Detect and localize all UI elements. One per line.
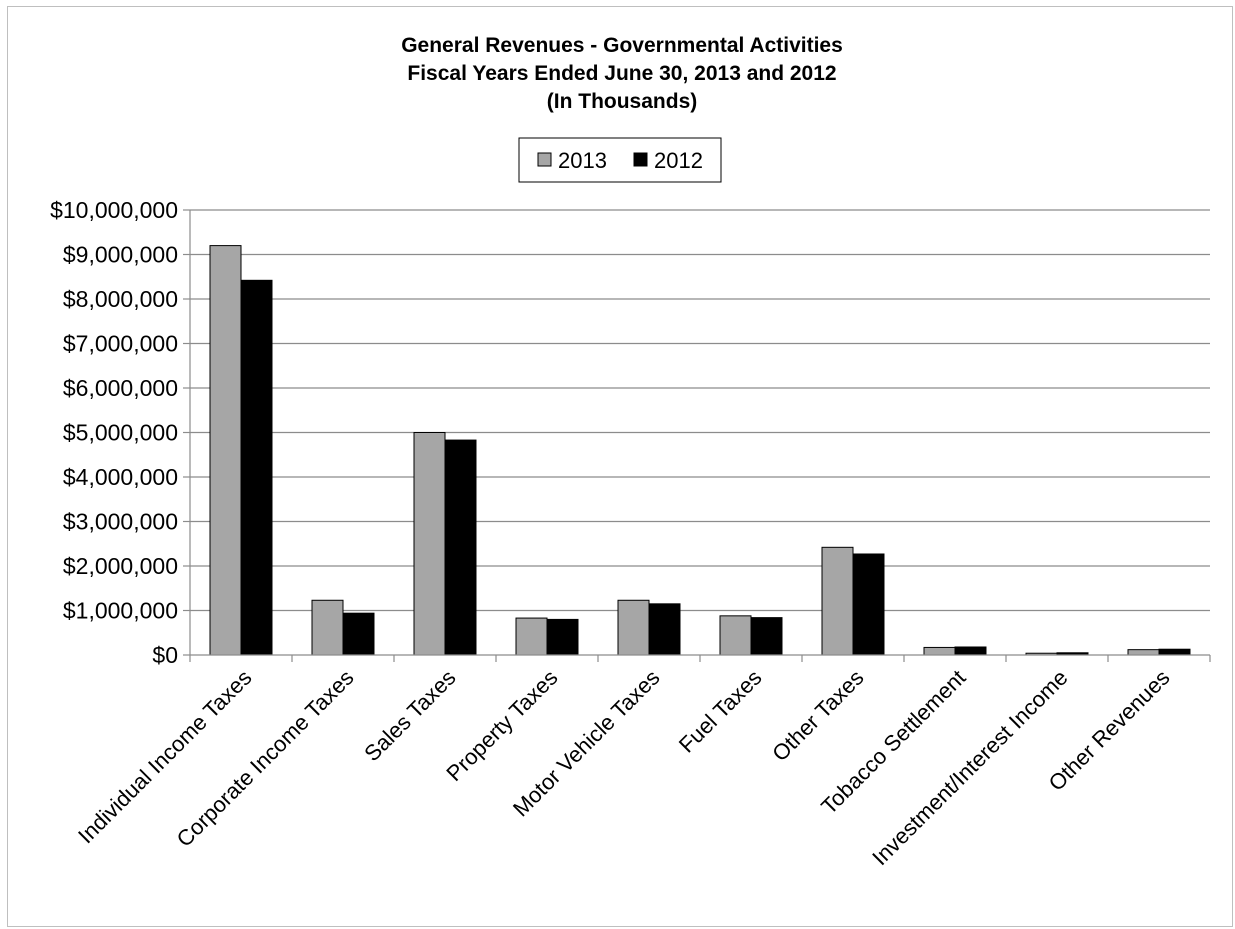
legend-swatch-2013 bbox=[537, 152, 552, 167]
chart-title-line-3: (In Thousands) bbox=[547, 90, 698, 113]
y-tick-label: $2,000,000 bbox=[63, 553, 178, 579]
bar-2013-2 bbox=[413, 432, 446, 656]
y-tick-label: $1,000,000 bbox=[63, 598, 178, 624]
bar-2013-5 bbox=[719, 615, 752, 656]
bar-2013-0 bbox=[209, 245, 242, 656]
y-tick-label: $0 bbox=[152, 642, 178, 668]
y-tick-label: $7,000,000 bbox=[63, 331, 178, 357]
bar-2012-6 bbox=[852, 553, 885, 656]
legend-label-2013: 2013 bbox=[558, 148, 607, 173]
y-tick-label: $9,000,000 bbox=[63, 242, 178, 268]
y-tick-label: $5,000,000 bbox=[63, 420, 178, 446]
chart-title-line-2: Fiscal Years Ended June 30, 2013 and 201… bbox=[407, 62, 836, 85]
bar-2013-6 bbox=[821, 546, 854, 656]
bar-2012-7 bbox=[954, 646, 987, 656]
bar-2013-9 bbox=[1127, 649, 1160, 656]
chart-title-line-1: General Revenues - Governmental Activiti… bbox=[401, 34, 843, 57]
bar-2012-1 bbox=[342, 612, 375, 656]
bar-2012-3 bbox=[546, 618, 579, 656]
y-tick-label: $3,000,000 bbox=[63, 509, 178, 535]
bar-2012-2 bbox=[444, 439, 477, 656]
legend-label-2012: 2012 bbox=[654, 148, 703, 173]
bar-2012-4 bbox=[648, 603, 681, 656]
x-category-label: Individual Income Taxes bbox=[73, 665, 256, 848]
bar-2013-3 bbox=[515, 617, 548, 656]
bar-2013-1 bbox=[311, 599, 344, 656]
y-tick-label: $4,000,000 bbox=[63, 464, 178, 490]
bar-2012-9 bbox=[1158, 648, 1191, 656]
x-category-label: Fuel Taxes bbox=[674, 665, 767, 758]
bar-2012-5 bbox=[750, 617, 783, 656]
bars bbox=[209, 245, 1191, 656]
legend-swatch-2012 bbox=[633, 152, 648, 167]
y-axis-tick-labels: $0 $1,000,000 $2,000,000 $3,000,000 $4,000,0… bbox=[50, 197, 178, 668]
legend: 2013 2012 bbox=[518, 137, 722, 183]
x-category-label: Other Taxes bbox=[767, 665, 868, 766]
bar-2012-0 bbox=[240, 279, 273, 656]
chart-title: General Revenues - Governmental Activiti… bbox=[401, 34, 843, 113]
y-tick-label: $10,000,000 bbox=[50, 197, 178, 223]
x-category-label: Sales Taxes bbox=[359, 665, 460, 766]
bar-2013-7 bbox=[923, 646, 956, 656]
x-category-label: Investment/Interest Income bbox=[867, 665, 1072, 870]
y-tick-label: $6,000,000 bbox=[63, 375, 178, 401]
gridlines bbox=[190, 209, 1210, 612]
legend-box bbox=[518, 137, 722, 183]
bar-2013-4 bbox=[617, 599, 650, 656]
x-category-label: Corporate Income Taxes bbox=[172, 665, 359, 852]
y-tick-label: $8,000,000 bbox=[63, 286, 178, 312]
axes bbox=[183, 209, 1211, 662]
